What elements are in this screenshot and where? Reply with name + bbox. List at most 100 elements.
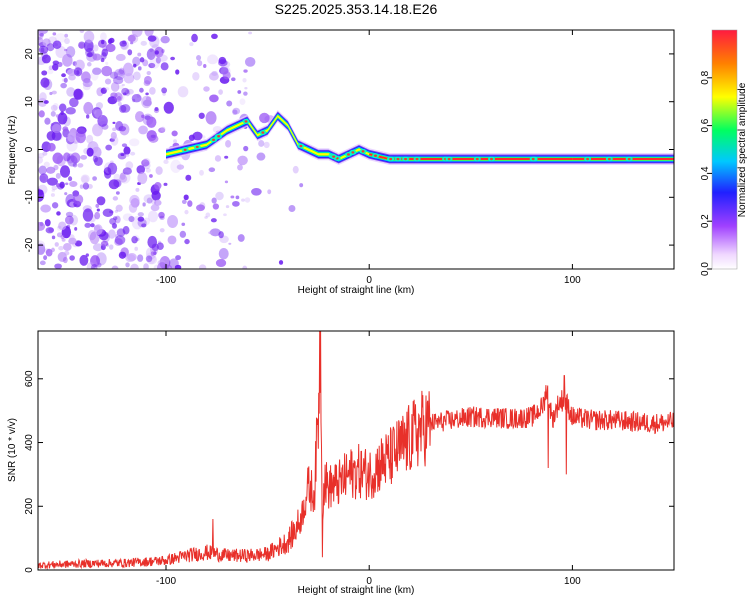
spectrogram-noise-blob	[52, 102, 59, 111]
spectrogram-noise-blob	[60, 82, 67, 89]
spectrogram-noise-blob	[82, 208, 94, 222]
spectrogram-noise-blob	[82, 182, 90, 190]
spectrogram-ridge-knot-core	[404, 157, 408, 161]
spectrogram-noise-blob	[65, 107, 76, 115]
snr-ytick-label: 0	[24, 567, 35, 573]
spectrogram-noise-blob	[163, 182, 168, 186]
spectrogram-ridge-knot-core	[475, 157, 479, 161]
spectrogram-noise-blob	[82, 79, 93, 88]
spectrogram-noise-blob	[109, 218, 117, 225]
spectrogram-noise-blob	[175, 69, 180, 75]
spectrogram-ridge-knot-core	[627, 157, 631, 161]
spectrogram-noise-blob	[209, 228, 221, 237]
spectrogram-noise-blob	[154, 107, 159, 112]
spectrogram-noise-blob	[83, 101, 94, 115]
spectrogram-noise-blob	[57, 225, 62, 229]
spectrogram-noise-blob	[139, 57, 145, 63]
spectrogram-noise-blob	[116, 228, 126, 237]
spectrogram-noise-blob	[175, 255, 182, 261]
spectrogram-noise-blob	[47, 68, 54, 75]
colorbar-tick-label: 0.0	[700, 262, 711, 276]
spectrogram-noise-blob	[222, 71, 231, 80]
spectrogram-noise-blob	[61, 73, 66, 78]
spectrogram-noise-blob	[163, 159, 169, 165]
spectrogram-noise-blob	[38, 45, 49, 54]
spectrogram-noise-blob	[126, 88, 134, 95]
spectrogram-noise-blob	[46, 131, 56, 141]
spectrogram-noise-blob	[241, 198, 245, 202]
spectrogram-noise-blob	[150, 204, 160, 212]
spectrogram-noise-blob	[129, 41, 134, 45]
spectrogram-ridge-knot-core	[244, 120, 248, 123]
spectrogram-noise-blob	[115, 191, 120, 195]
spectrogram-noise-blob	[127, 34, 136, 43]
spectrogram-noise-blob	[51, 189, 56, 192]
spectrogram-noise-blob	[62, 126, 69, 132]
spectrogram-noise-blob	[135, 237, 140, 242]
spectrogram-noise-blob	[184, 209, 189, 215]
spectrogram-noise-blob	[63, 48, 68, 52]
spectrogram-ytick-label: 0	[24, 146, 35, 152]
spectrogram-noise-blob	[204, 216, 208, 219]
spectrogram-ridge-knot-core	[489, 157, 493, 161]
spectrogram-noise-blob	[94, 109, 103, 119]
spectrogram-noise-blob	[74, 240, 83, 247]
spectrogram-noise-blob	[244, 197, 251, 203]
spectrogram-noise-blob	[137, 216, 145, 222]
spectrogram-noise-blob	[251, 187, 262, 196]
spectrogram-noise-blob	[64, 38, 70, 45]
spectrogram-noise-blob	[125, 153, 130, 157]
spectrogram-noise-blob	[117, 101, 122, 107]
spectrogram-noise-blob	[72, 194, 84, 205]
snr-xlabel: Height of straight line (km)	[298, 585, 415, 596]
spectrogram-noise-blob	[58, 103, 67, 112]
spectrogram-noise-blob	[75, 127, 86, 138]
spectrogram-noise-blob	[96, 196, 106, 206]
spectrogram-noise-blob	[154, 181, 162, 190]
spectrogram-noise-blob	[132, 71, 141, 81]
spectrogram-noise-blob	[124, 89, 131, 97]
spectrogram-noise-blob	[292, 165, 299, 174]
spectrogram-noise-blob	[192, 131, 203, 141]
spectrogram-noise-blob	[118, 251, 127, 259]
snr-panel: -100 0 100 0 200 400 600 Height of straight l…	[7, 330, 675, 596]
spectrogram-noise-blob	[149, 55, 161, 69]
spectrogram-noise-blob	[96, 252, 107, 266]
spectrogram-noise-blob	[207, 54, 219, 65]
spectrogram-ridge-knot-core	[415, 157, 419, 161]
spectrogram-noise-blob	[143, 75, 152, 85]
spectrogram-noise-blob	[79, 30, 85, 34]
spectrogram-noise-blob	[130, 263, 139, 269]
spectrogram-ridge-knot-core	[351, 151, 355, 154]
spectrogram-noise-blob	[41, 70, 48, 76]
spectrogram-noise-blob	[51, 185, 58, 191]
spectrogram-noise-blob	[237, 155, 248, 166]
spectrogram-noise-blob	[191, 33, 198, 43]
spectrogram-noise-blob	[38, 243, 46, 255]
spectrogram-noise-blob	[92, 67, 102, 75]
snr-xtick-label: -100	[156, 576, 176, 587]
spectrogram-noise-blob	[76, 126, 87, 135]
spectrogram-noise-blob	[38, 156, 44, 164]
spectrogram-noise-blob	[95, 203, 100, 208]
snr-ytick-label: 200	[24, 497, 35, 514]
spectrogram-noise-blob	[141, 95, 152, 109]
spectrogram-noise-blob	[119, 123, 130, 136]
spectrogram-noise-blob	[44, 219, 51, 227]
spectrogram-noise-blob	[184, 238, 190, 245]
spectrogram-noise-blob	[151, 199, 157, 205]
spectrogram-noise-blob	[50, 193, 55, 197]
spectrogram-noise-blob	[59, 165, 71, 178]
spectrogram-noise-blob	[46, 177, 58, 186]
spectrogram-noise-blob	[138, 125, 148, 135]
spectrogram-noise-blob	[51, 90, 57, 95]
spectrogram-noise-blob	[235, 195, 240, 200]
spectrogram-ridge-knot-core	[374, 154, 378, 157]
spectrogram-noise-blob	[108, 229, 116, 239]
spectrogram-noise-blob	[112, 127, 117, 132]
spectrogram-noise-blob	[66, 87, 76, 97]
spectrogram-noise-blob	[69, 234, 75, 241]
spectrogram-heatmap	[38, 30, 674, 269]
spectrogram-noise-blob	[50, 104, 58, 112]
spectrogram-noise-blob	[160, 35, 170, 44]
